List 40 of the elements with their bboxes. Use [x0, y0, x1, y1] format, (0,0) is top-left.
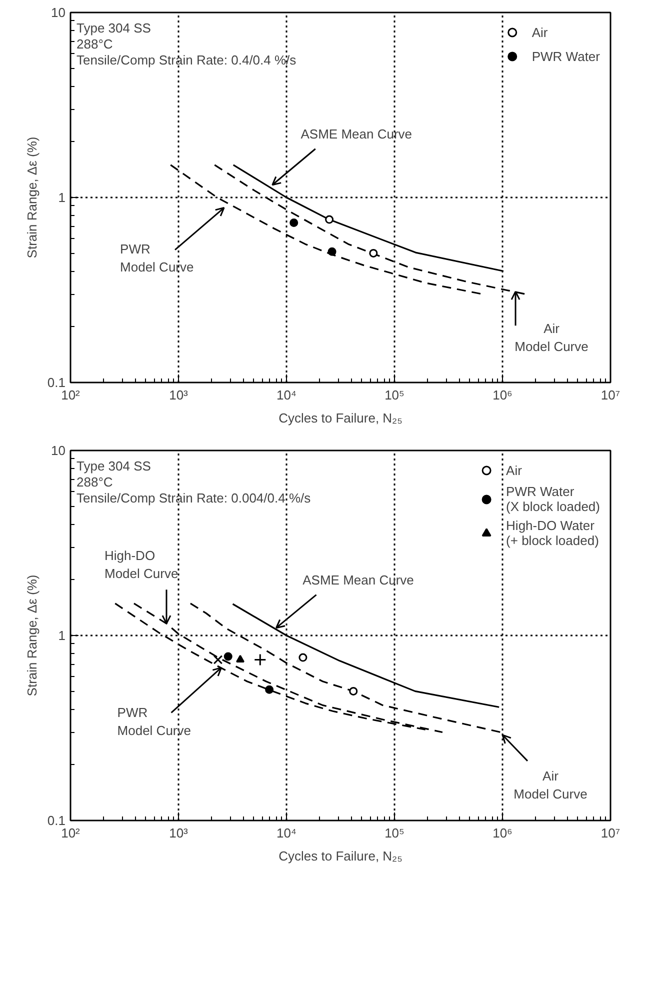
y-axis-title: Strain Range, Δε (%) — [24, 136, 40, 258]
annotation: High-DO Model Curve — [104, 548, 178, 582]
annotation: ASME Mean Curve — [302, 572, 414, 588]
x-tick-label: 10² — [61, 826, 81, 840]
y-tick-label: 0.1 — [47, 813, 66, 828]
x-tick-label: 10⁴ — [276, 388, 297, 402]
annotation: Type 304 SS — [76, 20, 152, 36]
x-tick-label: 10⁶ — [492, 826, 512, 840]
legend-label: Air — [506, 462, 523, 478]
annotation: 288°C — [76, 474, 113, 490]
annotation: PWR Model Curve — [117, 705, 191, 738]
annotation: Air Model Curve — [514, 768, 588, 802]
x-axis-title: Cycles to Failure, N₂₅ — [278, 410, 402, 426]
x-tick-label: 10² — [61, 388, 81, 402]
legend-label: Air — [532, 24, 549, 40]
annotation: Type 304 SS — [76, 458, 152, 474]
x-tick-label: 10⁵ — [384, 388, 404, 402]
annotation: PWR Model Curve — [120, 241, 194, 274]
x-tick-label: 10⁷ — [600, 388, 620, 402]
x-tick-label: 10⁴ — [276, 826, 297, 840]
x-tick-label: 10³ — [169, 388, 189, 402]
x-tick-label: 10⁷ — [600, 826, 620, 840]
y-axis-title: Strain Range, Δε (%) — [24, 574, 40, 696]
y-tick-label: 10 — [51, 443, 66, 458]
annotation: 288°C — [76, 36, 113, 52]
y-tick-label: 10 — [51, 5, 66, 20]
x-axis-title: Cycles to Failure, N₂₅ — [278, 848, 402, 864]
x-tick-label: 10⁵ — [384, 826, 404, 840]
annotation: Tensile/Comp Strain Rate: 0.004/0.4 %/s — [76, 490, 312, 506]
x-tick-label: 10⁶ — [492, 388, 512, 402]
legend-label: High-DO Water (+ block loaded) — [506, 518, 599, 548]
x-tick-label: 10³ — [169, 826, 189, 840]
annotation: Tensile/Comp Strain Rate: 0.4/0.4 %/s — [76, 52, 297, 68]
y-tick-label: 1 — [58, 628, 66, 643]
legend-label: PWR Water (X block loaded) — [506, 484, 600, 514]
y-tick-label: 1 — [58, 190, 66, 205]
annotation: Air Model Curve — [514, 321, 588, 354]
y-tick-label: 0.1 — [47, 375, 66, 390]
legend-label: PWR Water — [532, 48, 600, 64]
annotation: ASME Mean Curve — [300, 126, 412, 142]
